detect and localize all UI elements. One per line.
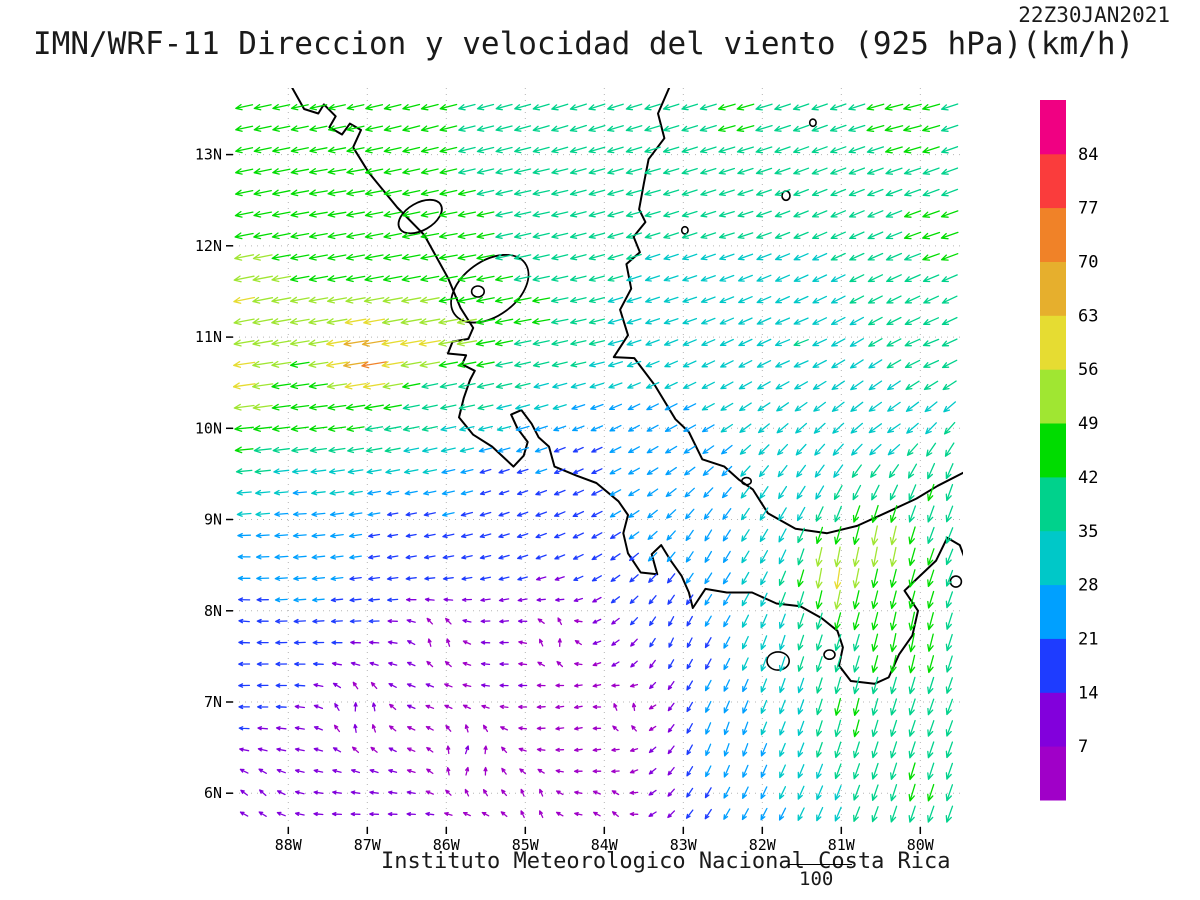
vector-scale-label: 100 <box>799 868 834 890</box>
axes: 13N 12N 11N 10N 9N 8N 7N 6N 88W 87W 86W 85W 84W 83W 82… <box>195 146 935 854</box>
colorbar-segment <box>1040 692 1066 747</box>
island-outline <box>470 285 486 298</box>
lake-outline <box>397 198 443 235</box>
colorbar-segment <box>1040 153 1066 209</box>
island-outline <box>949 575 963 588</box>
x-axis-label: 88W <box>275 836 303 854</box>
lake-outline <box>450 253 530 324</box>
island-outline <box>740 476 752 486</box>
colorbar-segment <box>1040 746 1066 801</box>
colorbar-segment <box>1040 476 1066 532</box>
colorbar-segment <box>1040 369 1066 424</box>
y-axis-label: 9N <box>204 511 222 529</box>
gridlines <box>233 88 963 827</box>
y-axis-label: 7N <box>204 693 222 711</box>
island-outline <box>808 118 817 128</box>
x-axis-label: 83W <box>670 836 698 854</box>
colorbar-label: 77 <box>1078 199 1098 219</box>
x-axis-label: 86W <box>433 836 461 854</box>
colorbar-segment <box>1040 638 1066 693</box>
y-axis-label: 8N <box>204 602 222 620</box>
coastline-path <box>612 88 963 535</box>
colorbar-label: 35 <box>1078 522 1098 542</box>
colorbar-segment <box>1040 100 1066 155</box>
y-axis-label: 6N <box>204 784 222 802</box>
colorbar-label: 42 <box>1078 468 1098 488</box>
wind-vector-field <box>233 103 959 823</box>
island-outline <box>823 649 836 660</box>
x-axis-label: 84W <box>591 836 619 854</box>
colorbar-label: 70 <box>1078 253 1098 273</box>
colorbar-label: 21 <box>1078 630 1098 650</box>
colorbar-label: 49 <box>1078 414 1098 434</box>
colorbar-segment <box>1040 261 1066 316</box>
colorbar-label: 84 <box>1078 145 1098 165</box>
colorbar-label: 14 <box>1078 683 1098 703</box>
chart-title: IMN/WRF-11 Direccion y velocidad del vie… <box>33 26 1135 62</box>
coastline-path <box>291 88 963 685</box>
colorbar: 7 14 21 28 35 42 49 56 63 70 77 84 <box>1040 100 1098 801</box>
colorbar-label: 28 <box>1078 576 1098 596</box>
colorbar-segment <box>1040 423 1066 478</box>
x-axis-label: 87W <box>354 836 382 854</box>
island-outline <box>766 651 791 671</box>
colorbar-segment <box>1040 530 1066 586</box>
y-axis-label: 11N <box>195 328 222 346</box>
footer-institute: Instituto Meteorologico Nacional Costa R… <box>381 849 951 874</box>
colorbar-label: 56 <box>1078 360 1098 380</box>
map-area <box>233 88 963 827</box>
y-axis-label: 12N <box>195 237 222 255</box>
x-axis-label: 81W <box>828 836 856 854</box>
vector-scale-line <box>788 864 852 865</box>
y-axis-label: 10N <box>195 419 222 437</box>
colorbar-segment <box>1040 207 1066 262</box>
timestamp: 22Z30JAN2021 <box>1018 3 1170 27</box>
colorbar-label: 63 <box>1078 306 1098 326</box>
x-axis-label: 85W <box>512 836 540 854</box>
x-axis-label: 82W <box>749 836 777 854</box>
colorbar-segment <box>1040 315 1066 370</box>
colorbar-segment <box>1040 584 1066 639</box>
colorbar-label: 7 <box>1078 737 1088 757</box>
y-axis-label: 13N <box>195 146 222 164</box>
island-outline <box>680 225 689 235</box>
x-axis-label: 80W <box>907 836 935 854</box>
coastlines <box>291 88 963 685</box>
